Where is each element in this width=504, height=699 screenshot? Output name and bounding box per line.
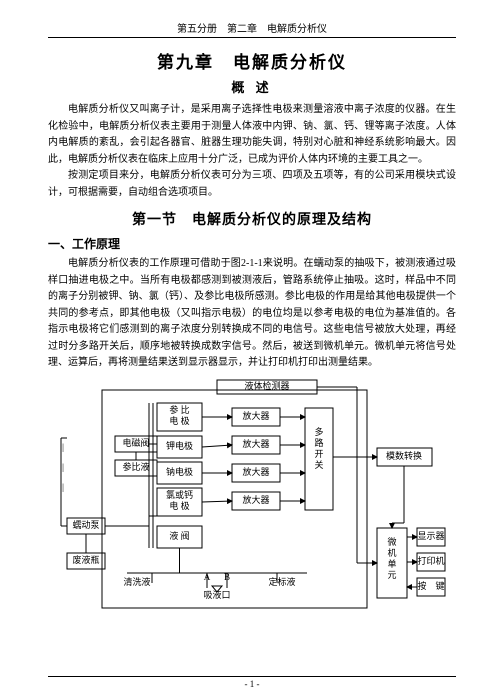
paragraph-2: 按测定项目来分，电解质分析仪表可分为三项、四项及五项等，有的公司采用模块式设计，… [48, 168, 456, 201]
paragraph-1: 电解质分析仪又叫离子计，是采用离子选择性电极来测量溶液中离子浓度的仪器。在生化检… [48, 102, 456, 168]
page-number: - 1 - [245, 679, 260, 689]
svg-text:多: 多 [314, 426, 323, 437]
svg-text:路: 路 [314, 437, 323, 448]
svg-text:参比液: 参比液 [122, 461, 149, 472]
svg-text:放大器: 放大器 [242, 410, 269, 421]
svg-text:放大器: 放大器 [242, 466, 269, 477]
svg-text:液体检测器: 液体检测器 [244, 380, 289, 391]
svg-text:蠕动泵: 蠕动泵 [72, 520, 99, 530]
section-title: 第一节 电解质分析仪的原理及结构 [48, 209, 456, 229]
svg-text:放大器: 放大器 [242, 438, 269, 449]
svg-text:A: A [204, 572, 211, 582]
svg-text:模数转换: 模数转换 [386, 450, 422, 461]
svg-text:单: 单 [387, 558, 396, 569]
svg-text:元: 元 [387, 570, 396, 580]
svg-text:按 键: 按 键 [417, 580, 444, 591]
block-diagram: 液体检测器参 比电 极电磁阀参比液钾电极钠电极氯或钙电 极液 阀放大器放大器放大… [57, 378, 447, 618]
svg-text:电磁阀: 电磁阀 [122, 437, 149, 448]
svg-text:微: 微 [387, 536, 396, 547]
svg-text:废液瓶: 废液瓶 [72, 554, 99, 565]
svg-text:钠电极: 钠电极 [166, 466, 193, 477]
running-head: 第五分册 第二章 电解质分析仪 [48, 20, 456, 35]
svg-text:关: 关 [314, 459, 323, 470]
svg-text:开: 开 [314, 449, 323, 459]
svg-text:|: | [62, 462, 64, 472]
svg-text:放大器: 放大器 [242, 494, 269, 505]
svg-text:氯或钙: 氯或钙 [166, 489, 193, 500]
head-rule [48, 37, 456, 38]
subsection-title: 一、工作原理 [48, 235, 456, 252]
svg-text:电 极: 电 极 [169, 415, 189, 426]
svg-text:吸液口: 吸液口 [203, 589, 230, 600]
svg-text:定标液: 定标液 [268, 576, 295, 587]
svg-text:|: | [62, 442, 64, 452]
chapter-title: 第九章 电解质分析仪 [48, 48, 456, 73]
svg-text:参 比: 参 比 [169, 404, 189, 415]
paragraph-3: 电解质分析仪表的工作原理可借助于图2-1-1来说明。在蠕动泵的抽吸下，被测液通过… [48, 256, 456, 372]
svg-text:B: B [224, 572, 230, 582]
svg-text:液 阀: 液 阀 [169, 530, 189, 541]
overview-title: 概 述 [48, 77, 456, 96]
svg-text:|: | [62, 482, 64, 492]
svg-text:打印机: 打印机 [417, 555, 444, 566]
svg-text:显示器: 显示器 [417, 531, 444, 541]
footer-rule [48, 676, 456, 677]
svg-text:机: 机 [387, 547, 396, 558]
svg-text:钾电极: 钾电极 [166, 440, 193, 451]
svg-text:清洗液: 清洗液 [123, 576, 150, 587]
svg-text:电 极: 电 极 [169, 500, 189, 511]
